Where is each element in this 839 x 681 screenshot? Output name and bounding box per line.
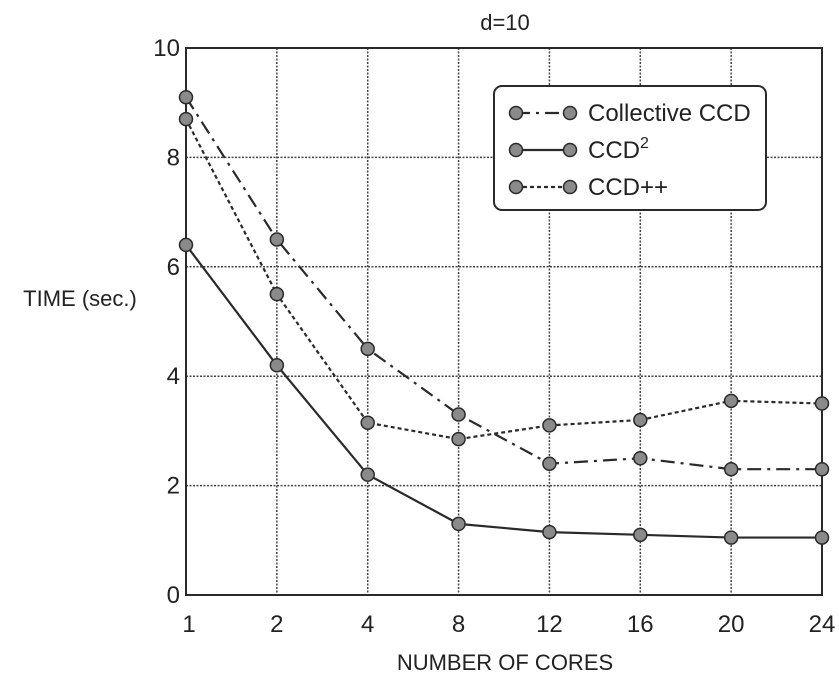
- data-point: [180, 238, 193, 251]
- data-point: [361, 468, 374, 481]
- legend-label: CCD2: [588, 135, 649, 164]
- data-point: [725, 531, 738, 544]
- legend-marker: [510, 181, 523, 194]
- y-tick-label: 4: [167, 363, 180, 390]
- data-point: [543, 457, 556, 470]
- data-point: [725, 394, 738, 407]
- legend: Collective CCD CCD2 CCD++: [494, 86, 766, 210]
- x-tick-label: 2: [270, 611, 283, 638]
- y-tick-label: 6: [167, 254, 180, 281]
- data-point: [816, 397, 829, 410]
- data-point: [634, 452, 647, 465]
- data-point: [270, 288, 283, 301]
- data-point: [816, 463, 829, 476]
- x-axis-label: NUMBER OF CORES: [397, 650, 613, 675]
- data-point: [634, 528, 647, 541]
- x-tick-label: 1: [182, 611, 195, 638]
- x-tick-label: 16: [627, 611, 654, 638]
- data-point: [816, 531, 829, 544]
- legend-marker: [564, 144, 577, 157]
- legend-marker: [564, 181, 577, 194]
- chart-title: d=10: [480, 10, 530, 35]
- data-point: [452, 408, 465, 421]
- data-point: [725, 463, 738, 476]
- legend-marker: [564, 107, 577, 120]
- legend-marker: [510, 107, 523, 120]
- x-tick-label: 4: [361, 611, 374, 638]
- data-point: [452, 433, 465, 446]
- y-tick-label: 2: [167, 473, 180, 500]
- data-point: [270, 233, 283, 246]
- data-point: [543, 526, 556, 539]
- data-point: [180, 91, 193, 104]
- legend-marker: [510, 144, 523, 157]
- y-axis-label: TIME (sec.): [23, 286, 137, 311]
- x-tick-label: 20: [718, 611, 745, 638]
- data-point: [634, 413, 647, 426]
- y-tick-label: 8: [167, 144, 180, 171]
- data-point: [180, 113, 193, 126]
- data-point: [452, 517, 465, 530]
- y-tick-label: 0: [167, 582, 180, 609]
- data-point: [361, 416, 374, 429]
- x-tick-label: 12: [536, 611, 563, 638]
- x-tick-label: 8: [452, 611, 465, 638]
- legend-label: CCD++: [588, 174, 668, 201]
- x-tick-label: 24: [809, 611, 836, 638]
- data-point: [543, 419, 556, 432]
- data-point: [361, 342, 374, 355]
- data-point: [270, 359, 283, 372]
- y-tick-label: 10: [153, 35, 180, 62]
- legend-label: Collective CCD: [588, 100, 751, 127]
